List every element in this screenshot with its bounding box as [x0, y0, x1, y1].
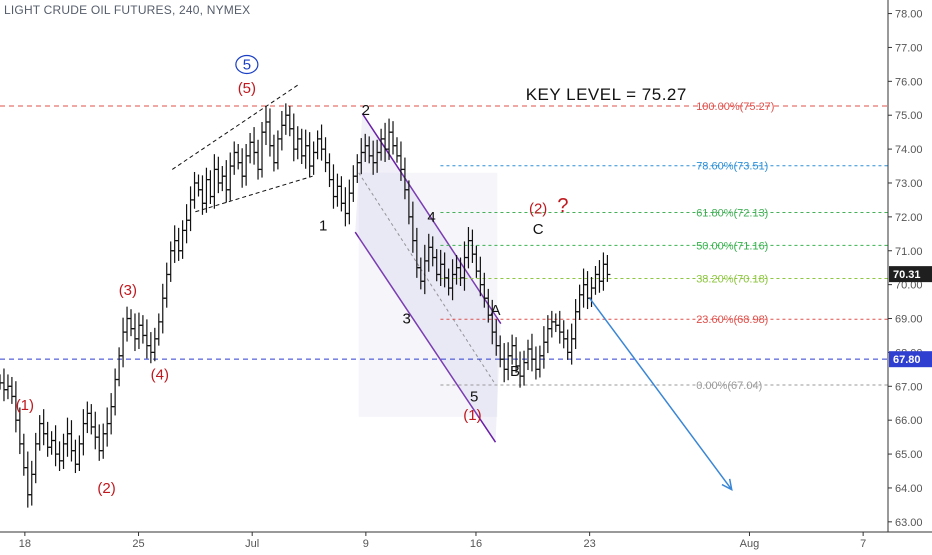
- y-tick-label: 74.00: [895, 144, 923, 156]
- wave-label: A: [490, 302, 500, 319]
- x-tick-label: 7: [860, 538, 866, 550]
- chart-title: LIGHT CRUDE OIL FUTURES, 240, NYMEX: [4, 3, 251, 17]
- y-tick-label: 75.00: [895, 110, 923, 122]
- fib-level-label: 50.00%(71.16): [696, 240, 768, 252]
- fib-level-label: 0.00%(67.04): [696, 380, 762, 392]
- price-badge-label: 70.31: [893, 269, 921, 281]
- key-level-label: KEY LEVEL = 75.27: [526, 85, 687, 104]
- wave-label: (4): [151, 367, 169, 384]
- channel-fill: [355, 113, 501, 443]
- wedge-upper-line: [171, 84, 299, 170]
- channel-mid-line: [358, 172, 496, 385]
- wave-label: ?: [557, 195, 568, 217]
- wave-label: (2): [97, 480, 115, 497]
- wave-label: 5: [470, 389, 478, 406]
- x-tick-label: 18: [19, 538, 31, 550]
- y-tick-label: 69.00: [895, 314, 923, 326]
- projection-arrowhead: [721, 478, 733, 492]
- y-tick-label: 65.00: [895, 449, 923, 461]
- price-badge: [889, 266, 932, 283]
- fib-level-label: 23.60%(68.98): [696, 314, 768, 326]
- y-tick-label: 73.00: [895, 178, 923, 190]
- wave-label: 4: [427, 209, 435, 226]
- fib-level-label: 78.60%(73.51): [696, 161, 768, 173]
- y-tick-label: 76.00: [895, 76, 923, 88]
- wave-label: (1): [16, 397, 34, 414]
- y-tick-label: 67.00: [895, 381, 923, 393]
- fib-level-label: 61.80%(72.13): [696, 207, 768, 219]
- y-tick-label: 77.00: [895, 42, 923, 54]
- wave-label: B: [510, 363, 520, 380]
- wave-label: 5: [243, 56, 251, 73]
- channel-lower-line: [354, 231, 497, 443]
- wave-label: (1): [463, 407, 481, 424]
- x-tick-label: Jul: [245, 538, 259, 550]
- price-badge: [889, 351, 932, 368]
- y-tick-label: 64.00: [895, 483, 923, 495]
- wedge-lower-line: [195, 175, 313, 213]
- projection-arrow: [589, 297, 733, 491]
- wave-label: (5): [238, 80, 256, 97]
- y-tick-label: 66.00: [895, 415, 923, 427]
- projection-box: [358, 172, 498, 417]
- y-tick-label: 78.00: [895, 9, 923, 21]
- x-tick-label: Aug: [740, 538, 760, 550]
- price-badge-label: 67.80: [893, 354, 921, 366]
- wave-label: 2: [362, 102, 370, 119]
- x-tick-label: 25: [132, 538, 144, 550]
- wave-label: (2): [529, 200, 547, 217]
- x-tick-label: 23: [584, 538, 596, 550]
- y-tick-label: 72.00: [895, 212, 923, 224]
- wave-label: 1: [319, 217, 327, 234]
- wave-label: C: [533, 221, 544, 238]
- fib-level-label: 38.20%(70.18): [696, 274, 768, 286]
- y-tick-label: 70.00: [895, 280, 923, 292]
- y-tick-label: 63.00: [895, 517, 923, 529]
- y-tick-label: 71.00: [895, 246, 923, 258]
- wave-label-circle: [235, 54, 259, 75]
- x-tick-label: 16: [470, 538, 482, 550]
- x-tick-label: 9: [363, 538, 369, 550]
- wave-label: (3): [119, 282, 137, 299]
- fib-level-label: 100.00%(75.27): [696, 101, 774, 113]
- wave-label: 3: [403, 311, 411, 328]
